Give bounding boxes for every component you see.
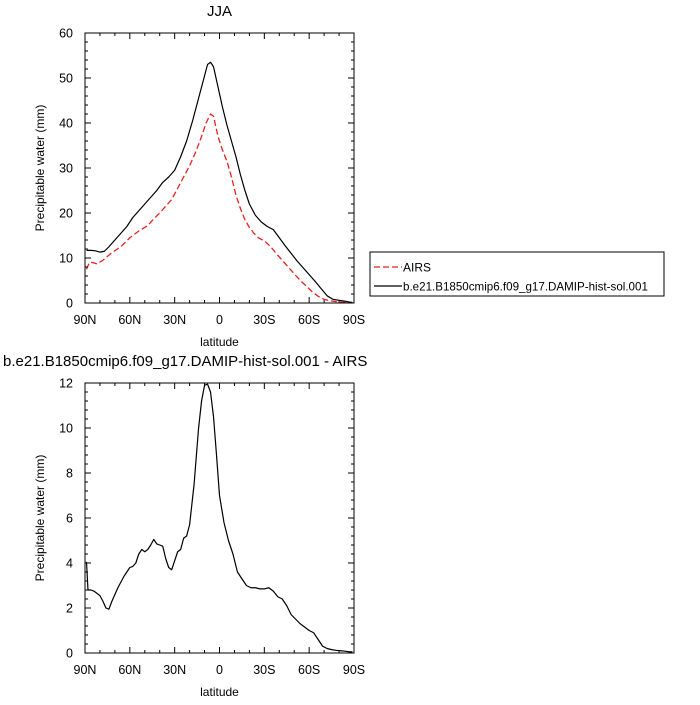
plot1-x-tick-label: 60N xyxy=(118,663,141,677)
plot0-series-line-1 xyxy=(86,61,353,304)
legend-label-airs: AIRS xyxy=(403,261,431,275)
bottom-plot-title: b.e21.B1850cmip6.f09_g17.DAMIP-hist-sol.… xyxy=(3,353,367,370)
plot0-x-tick-label: 90N xyxy=(74,313,97,327)
plot1-x-tick-label: 60S xyxy=(298,663,320,677)
plot1-y-tick-label: 10 xyxy=(59,422,73,436)
plot1-y-tick-label: 6 xyxy=(66,512,73,526)
legend-box xyxy=(369,251,665,297)
plot1-x-tick-label: 30N xyxy=(163,663,186,677)
plot0-x-tick-label: 30N xyxy=(163,313,186,327)
bottom-plot-x-axis-label: latitude xyxy=(200,685,239,699)
plot1-y-tick-label: 4 xyxy=(66,557,73,571)
plot1-frame xyxy=(84,382,355,654)
plot0-y-tick-label: 60 xyxy=(59,27,73,41)
plot1-series-line-0 xyxy=(85,383,353,653)
legend-label-model: b.e21.B1850cmip6.f09_g17.DAMIP-hist-sol.… xyxy=(403,281,648,294)
top-plot-x-axis-label: latitude xyxy=(200,335,239,349)
plot0-y-tick-label: 0 xyxy=(66,297,73,311)
plot1-x-tick-label: 90N xyxy=(74,663,97,677)
top-plot-title: JJA xyxy=(207,3,232,20)
plot0-series-line-0 xyxy=(85,113,353,304)
plot0-x-tick-label: 30S xyxy=(253,313,275,327)
plot0-y-tick-label: 50 xyxy=(59,72,73,86)
plot1-y-tick-label: 12 xyxy=(59,377,73,391)
top-plot-y-axis-label: Precipitable water (mm) xyxy=(33,105,47,232)
plot0-x-tick-label: 60S xyxy=(298,313,320,327)
bottom-plot-panel: b.e21.B1850cmip6.f09_g17.DAMIP-hist-sol.… xyxy=(3,353,367,699)
chart-legend: AIRS b.e21.B1850cmip6.f09_g17.DAMIP-hist… xyxy=(369,251,665,297)
top-plot-panel: JJA latitude Precipitable water (mm) 0 10… xyxy=(33,3,365,349)
plot1-x-tick-label: 90S xyxy=(343,663,365,677)
plot1-x-tick-label: 0 xyxy=(216,663,223,677)
bottom-plot-y-axis-label: Precipitable water (mm) xyxy=(33,455,47,582)
plot1-y-tick-label: 8 xyxy=(66,467,73,481)
plot1-y-tick-label: 2 xyxy=(66,602,73,616)
plot0-y-tick-label: 20 xyxy=(59,207,73,221)
plot0-frame xyxy=(84,32,355,304)
plot0-x-tick-label: 0 xyxy=(216,313,223,327)
plot0-y-tick-label: 40 xyxy=(59,117,73,131)
plot0-y-tick-label: 30 xyxy=(59,162,73,176)
plot0-y-tick-label: 10 xyxy=(59,252,73,266)
plot1-x-tick-label: 30S xyxy=(253,663,275,677)
plot0-x-tick-label: 90S xyxy=(343,313,365,327)
plot0-x-tick-label: 60N xyxy=(118,313,141,327)
plot1-y-tick-label: 0 xyxy=(66,647,73,661)
